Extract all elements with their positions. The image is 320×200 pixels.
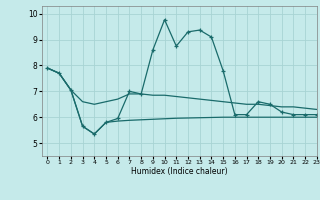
- X-axis label: Humidex (Indice chaleur): Humidex (Indice chaleur): [131, 167, 228, 176]
